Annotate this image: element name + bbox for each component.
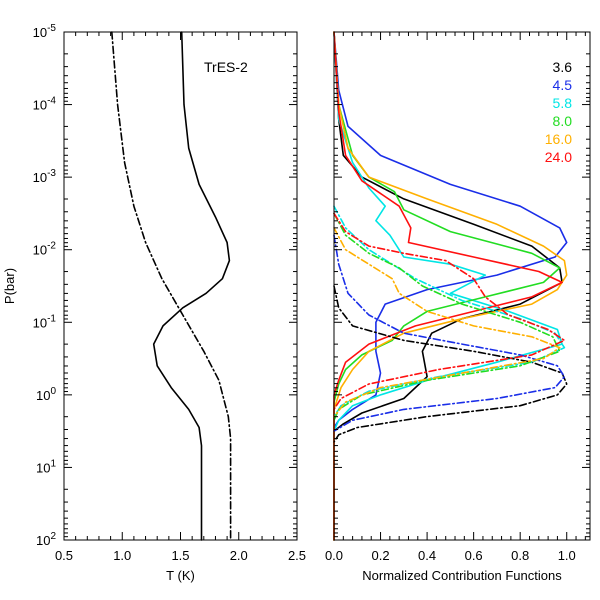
x-tick-label: 2.0 <box>230 548 248 563</box>
x-axis-title: T (K) <box>166 568 195 583</box>
legend-entry: 5.8 <box>553 95 573 111</box>
x-tick-label: 0.8 <box>511 548 529 563</box>
x-tick-label: 1.0 <box>558 548 576 563</box>
series-line-2 <box>333 31 568 541</box>
x-tick-label: 1.5 <box>171 548 189 563</box>
x-tick-label: 0.0 <box>325 548 343 563</box>
y-axis-title: P(bar) <box>2 268 17 304</box>
y-tick-label: 102 <box>36 531 56 548</box>
legend-entry: 24.0 <box>545 149 572 165</box>
panel-1: 0.5 1.0 1.5 2.0 2.5 10-5 10-4 10-3 10-2 10-1 100 10… <box>2 23 306 583</box>
x-axis-title: Normalized Contribution Functions <box>362 568 562 583</box>
y-tick-label: 100 <box>36 386 56 403</box>
legend-entry: 16.0 <box>545 131 572 147</box>
legend-entry: 8.0 <box>553 113 573 129</box>
y-tick-label: 10-5 <box>33 23 57 40</box>
series-line-3 <box>333 31 563 541</box>
panel-2: 0.0 0.2 0.4 0.6 0.8 1.0 Normalized Contributio… <box>325 31 591 583</box>
y-tick-label: 10-4 <box>33 96 57 113</box>
series-line-2 <box>111 31 232 541</box>
x-tick-label: 0.4 <box>418 548 436 563</box>
x-tick-label: 2.5 <box>288 548 306 563</box>
y-tick-label: 10-1 <box>33 313 57 330</box>
series-line-7 <box>333 285 568 443</box>
x-tick-label: 0.2 <box>372 548 390 563</box>
series-line-11 <box>333 227 561 418</box>
y-tick-label: 10-3 <box>33 168 57 185</box>
legend-entry: 3.6 <box>553 59 573 75</box>
y-tick-label: 101 <box>36 458 56 475</box>
legend-entry: 4.5 <box>553 77 573 93</box>
plot-frame <box>333 31 591 541</box>
x-tick-label: 0.6 <box>465 548 483 563</box>
series-line-10 <box>333 212 561 422</box>
x-tick-label: 1.0 <box>113 548 131 563</box>
y-tick-label: 10-2 <box>33 241 57 258</box>
series-line-6 <box>333 31 563 541</box>
planet-annotation: TrES-2 <box>204 59 248 75</box>
x-tick-label: 0.5 <box>55 548 73 563</box>
plot-frame <box>63 31 298 541</box>
series-line-1 <box>152 31 231 541</box>
series-line-12 <box>333 212 566 411</box>
series-line-8 <box>333 234 566 432</box>
